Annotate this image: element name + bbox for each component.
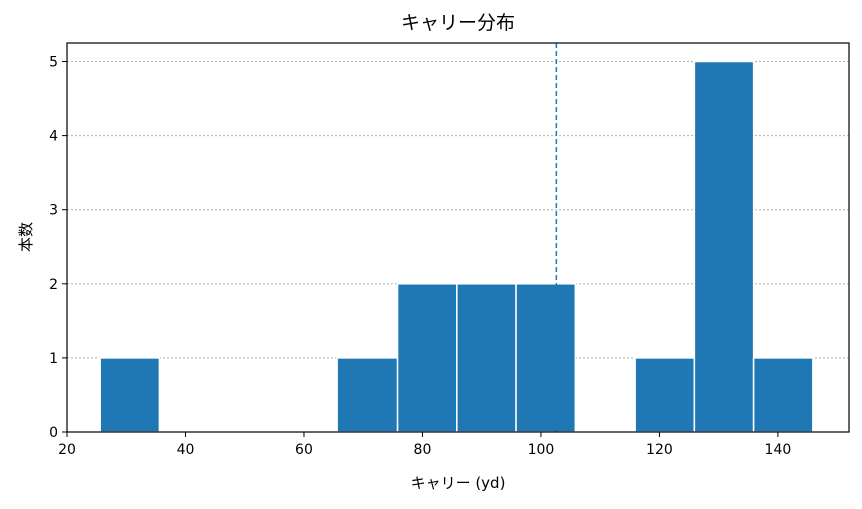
histogram-bar <box>515 283 577 433</box>
y-tick-label: 4 <box>49 129 58 145</box>
y-axis-label: 本数 <box>17 222 35 252</box>
histogram-bar <box>456 283 517 433</box>
y-tick-label: 0 <box>49 425 58 441</box>
y-tick-label: 1 <box>49 351 58 367</box>
x-tick-label: 100 <box>528 442 555 458</box>
y-tick-label: 3 <box>49 203 58 219</box>
histogram-bar <box>634 357 696 433</box>
x-axis-ticks: 20 40 60 80 100 120 140 <box>58 432 791 458</box>
histogram-bar <box>99 357 161 433</box>
x-tick-label: 60 <box>295 442 313 458</box>
histogram-bar <box>336 357 399 433</box>
plot-frame <box>66 42 850 433</box>
x-axis-label: キャリー (yd) <box>411 474 506 492</box>
x-tick-label: 20 <box>58 442 76 458</box>
histogram-bar <box>752 357 814 433</box>
bars <box>99 60 814 433</box>
y-tick-label: 2 <box>49 277 58 293</box>
x-tick-label: 40 <box>177 442 195 458</box>
x-tick-label: 80 <box>414 442 432 458</box>
chart-title: キャリー分布 <box>401 12 515 34</box>
histogram-bar <box>396 283 458 433</box>
histogram-bar <box>693 60 755 433</box>
y-tick-label: 5 <box>49 55 58 71</box>
y-axis-ticks: 0 1 2 3 4 5 <box>49 55 67 441</box>
x-tick-label: 140 <box>765 442 792 458</box>
x-tick-label: 120 <box>646 442 673 458</box>
